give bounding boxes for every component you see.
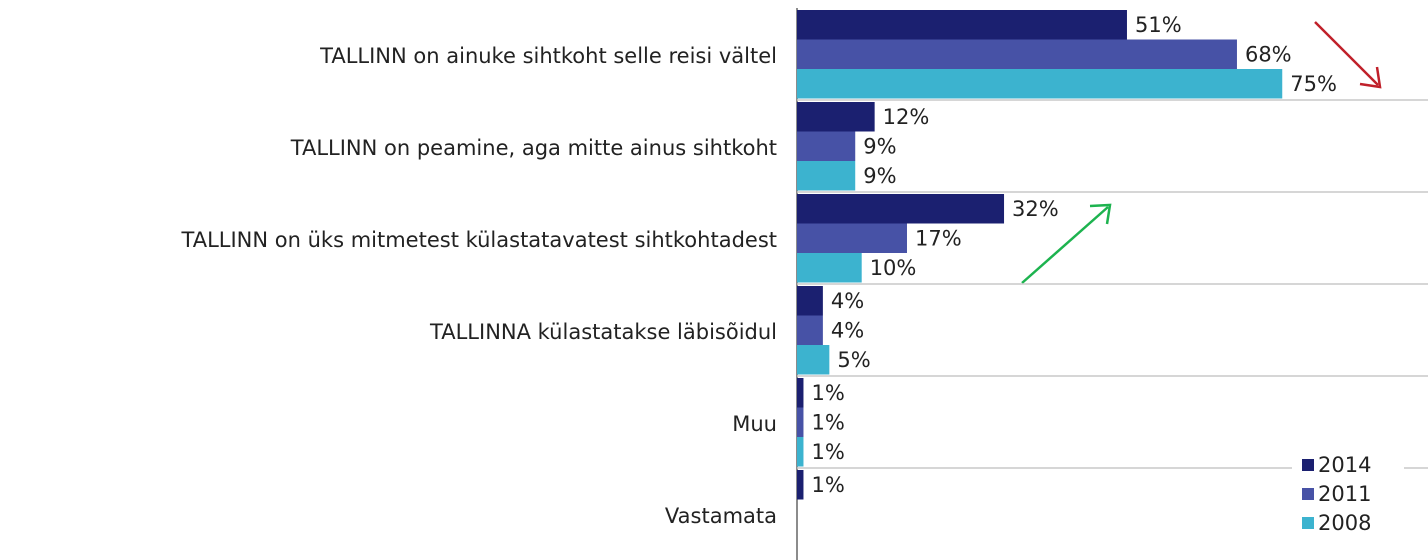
value-label: 1% — [811, 410, 844, 434]
category-label: TALLINN on peamine, aga mitte ainus siht… — [290, 136, 777, 160]
bar — [797, 102, 875, 132]
value-label: 5% — [837, 348, 870, 372]
value-label: 4% — [831, 289, 864, 313]
bar — [797, 10, 1127, 40]
bar — [797, 286, 823, 316]
legend-label: 2008 — [1318, 511, 1371, 535]
value-label: 1% — [811, 473, 844, 497]
category-label: Muu — [732, 412, 777, 436]
bar — [797, 253, 862, 283]
legend-swatch — [1302, 488, 1314, 500]
value-label: 12% — [883, 105, 930, 129]
value-label: 9% — [863, 134, 896, 158]
bar — [797, 470, 804, 500]
value-label: 10% — [870, 256, 917, 280]
value-label: 32% — [1012, 197, 1059, 221]
annotation-arrow — [1314, 21, 1382, 89]
bar — [797, 69, 1283, 99]
value-label: 1% — [811, 381, 844, 405]
value-label: 4% — [831, 318, 864, 342]
category-label: TALLINNA külastatakse läbisõidul — [429, 320, 777, 344]
value-label: 75% — [1290, 72, 1337, 96]
legend-label: 2014 — [1318, 453, 1371, 477]
bar — [797, 39, 1237, 69]
bar — [797, 161, 856, 191]
legend-swatch — [1302, 459, 1314, 471]
category-label: TALLINN on ainuke sihtkoht selle reisi v… — [319, 44, 777, 68]
bar — [797, 345, 830, 375]
value-label: 68% — [1245, 42, 1292, 66]
value-label: 9% — [863, 164, 896, 188]
bar — [797, 131, 856, 161]
bar — [797, 223, 907, 253]
value-label: 1% — [811, 440, 844, 464]
bar — [797, 437, 804, 467]
bar — [797, 194, 1005, 224]
value-label: 51% — [1135, 13, 1182, 37]
value-label: 17% — [915, 226, 962, 250]
legend-label: 2011 — [1318, 482, 1371, 506]
annotation-arrow — [1021, 203, 1112, 284]
category-label: Vastamata — [665, 504, 777, 528]
bar — [797, 378, 804, 408]
bar — [797, 407, 804, 437]
legend-swatch — [1302, 517, 1314, 529]
bar — [797, 315, 823, 345]
category-label: TALLINN on üks mitmetest külastatavatest… — [181, 228, 777, 252]
